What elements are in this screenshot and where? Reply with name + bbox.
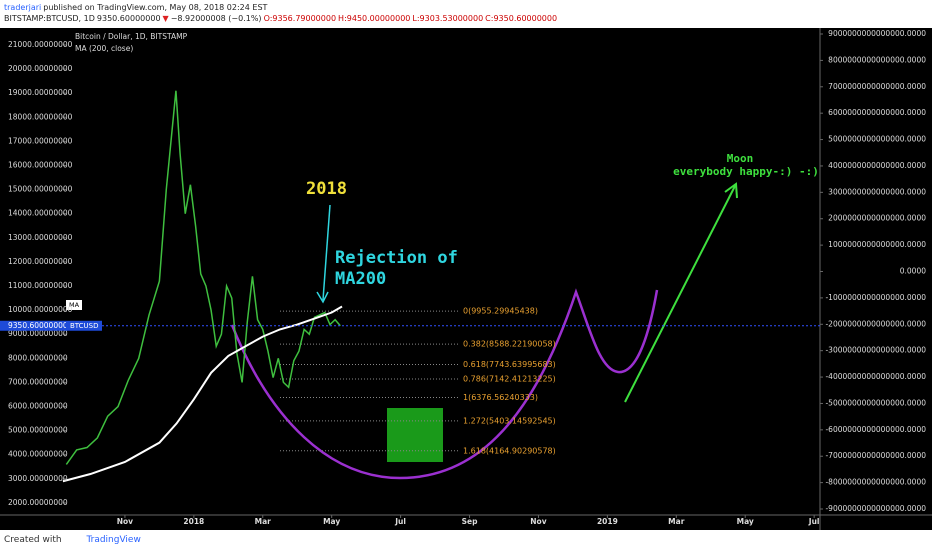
x-tick-label: Jul <box>808 517 820 526</box>
change-arrow: ▼ <box>162 14 169 23</box>
arrow-head <box>316 291 329 304</box>
y2-tick-label: 9000000000000000.0000 <box>828 29 926 38</box>
quote-line: BITSTAMP:BTCUSD, 1D 9350.60000000 ▼ −8.9200… <box>4 13 928 24</box>
fib-label: 0.618(7743.63995683) <box>463 360 556 369</box>
publish-line: traderjari published on TradingView.com, … <box>4 2 928 13</box>
brand[interactable]: TradingView <box>86 535 141 545</box>
annotation: everybody happy-:) -:) <box>673 165 819 178</box>
y-tick-label: 6000.00000000 <box>8 402 68 411</box>
y2-tick-label: -2000000000000000.0000 <box>825 319 926 328</box>
grid <box>63 33 823 518</box>
fib-label: 0.382(8588.22190058) <box>463 340 556 349</box>
annotation: Moon <box>727 152 754 165</box>
x-tick-label: 2018 <box>183 517 204 526</box>
y-tick-label: 13000.00000000 <box>8 233 73 242</box>
y2-tick-label: 3000000000000000.0000 <box>828 187 926 196</box>
y-tick-label: 4000.00000000 <box>8 450 68 459</box>
y2-tick-label: -9000000000000000.0000 <box>825 504 926 513</box>
x-tick-label: May <box>323 517 340 526</box>
y2-tick-label: 0.0000 <box>900 267 926 276</box>
y-tick-label: 10000.00000000 <box>8 305 73 314</box>
low: L:9303.53000000 <box>412 14 484 23</box>
y-tick-label: 7000.00000000 <box>8 377 68 386</box>
fib-label: 1.272(5403.14592545) <box>463 416 556 425</box>
created-with: Created with <box>4 535 62 545</box>
y-tick-label: 12000.00000000 <box>8 257 73 266</box>
y-tick-label: 2000.00000000 <box>8 498 68 507</box>
marks <box>62 90 820 483</box>
y-tick-label: 19000.00000000 <box>8 88 73 97</box>
y-tick-label: 11000.00000000 <box>8 281 73 290</box>
y-tick-label: 9000.00000000 <box>8 329 68 338</box>
arrow <box>322 204 331 301</box>
ma-line <box>62 305 343 483</box>
series-tag-box <box>66 320 102 331</box>
fib-label: 0.786(7142.41213225) <box>463 374 556 383</box>
last-price-box <box>0 320 66 331</box>
annotation: MA200 <box>335 269 386 289</box>
arrow-head <box>724 182 738 199</box>
target-box <box>387 408 443 462</box>
y-tick-label: 15000.00000000 <box>8 185 73 194</box>
y-tick-label: 5000.00000000 <box>8 426 68 435</box>
y2-tick-label: -3000000000000000.0000 <box>825 346 926 355</box>
fib-label: 1(6376.56240333) <box>463 393 538 402</box>
x-tick-label: Jul <box>394 517 406 526</box>
last-price-label: 9350.60000000 <box>8 321 68 330</box>
x-tick-label: 2019 <box>597 517 618 526</box>
y-tick-label: 16000.00000000 <box>8 160 73 169</box>
annotation: Rejection of <box>335 248 458 268</box>
price-line <box>65 90 341 465</box>
y2-tick-label: 6000000000000000.0000 <box>828 108 926 117</box>
y2-tick-label: -4000000000000000.0000 <box>825 372 926 381</box>
y2-tick-label: 2000000000000000.0000 <box>828 214 926 223</box>
y2-tick-label: 5000000000000000.0000 <box>828 135 926 144</box>
high: H:9450.00000000 <box>338 14 411 23</box>
fib-label: 0(9955.29945438) <box>463 307 538 316</box>
x-tick-label: Sep <box>462 517 478 526</box>
footer: Created with TradingView <box>0 530 932 550</box>
cup-curve <box>230 288 659 480</box>
y-tick-label: 18000.00000000 <box>8 112 73 121</box>
y2-tick-label: 8000000000000000.0000 <box>828 55 926 64</box>
x-tick-label: May <box>737 517 754 526</box>
open: O:9356.79000000 <box>263 14 337 23</box>
x-tick-label: Nov <box>530 517 546 526</box>
y2-tick-label: 1000000000000000.0000 <box>828 240 926 249</box>
y-tick-label: 21000.00000000 <box>8 40 73 49</box>
fib-label: 1.618(4164.90290578) <box>463 446 556 455</box>
chart-title: Bitcoin / Dollar, 1D, BITSTAMP <box>75 32 188 41</box>
y2-tick-label: -1000000000000000.0000 <box>825 293 926 302</box>
change: −8.92000008 (−0.1%) <box>170 14 262 23</box>
y2-tick-label: -6000000000000000.0000 <box>825 425 926 434</box>
ma-tag: MA <box>69 301 80 309</box>
y-tick-label: 17000.00000000 <box>8 136 73 145</box>
arrow <box>624 185 736 403</box>
close: C:9350.60000000 <box>485 14 558 23</box>
x-tick-label: Mar <box>255 517 272 526</box>
y-tick-label: 14000.00000000 <box>8 209 73 218</box>
x-tick-label: Nov <box>117 517 133 526</box>
annotation: 2018 <box>306 179 347 199</box>
y2-tick-label: 7000000000000000.0000 <box>828 82 926 91</box>
ma-tag-box <box>66 300 82 310</box>
y-tick-label: 3000.00000000 <box>8 474 68 483</box>
y2-tick-label: -5000000000000000.0000 <box>825 398 926 407</box>
y-tick-label: 20000.00000000 <box>8 64 73 73</box>
y2-tick-label: -7000000000000000.0000 <box>825 451 926 460</box>
published: published on TradingView.com, May 08, 20… <box>43 3 268 12</box>
y-tick-label: 8000.00000000 <box>8 353 68 362</box>
x-tick-label: Mar <box>668 517 685 526</box>
header: traderjari published on TradingView.com, … <box>0 0 932 28</box>
series-tag: BTCUSD <box>70 322 99 330</box>
last: 9350.60000000 <box>96 14 161 23</box>
y2-tick-label: -8000000000000000.0000 <box>825 478 926 487</box>
y2-tick-label: 4000000000000000.0000 <box>828 161 926 170</box>
author[interactable]: traderjari <box>4 3 42 12</box>
legend-entry: MA (200, close) <box>75 44 133 53</box>
chart-background <box>0 28 932 530</box>
symbol: BITSTAMP:BTCUSD, 1D <box>4 14 95 23</box>
